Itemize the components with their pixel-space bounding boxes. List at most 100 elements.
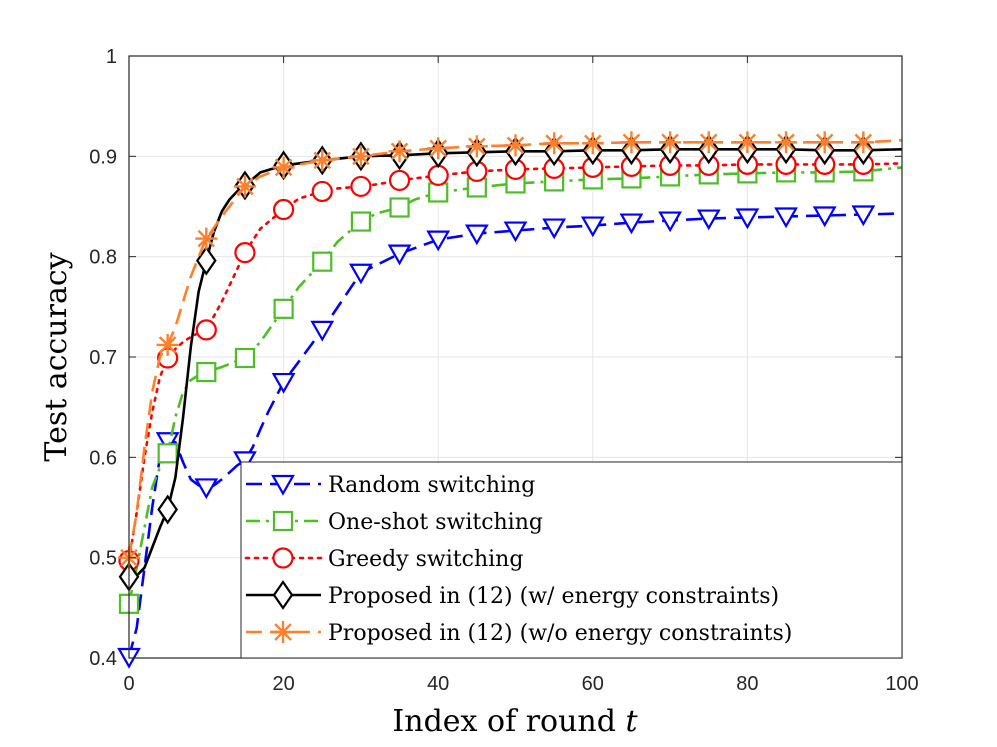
- x-tick-label: 60: [582, 673, 604, 695]
- series-marker: [387, 244, 412, 266]
- series-marker: [350, 211, 371, 232]
- series-marker: [349, 145, 372, 168]
- asterisk-stroke: [584, 134, 602, 153]
- series-line: [128, 148, 903, 578]
- series-marker: [388, 140, 411, 163]
- asterisk-stroke: [506, 136, 525, 155]
- series-marker: [465, 135, 488, 158]
- y-axis-label: Test accuracy: [39, 252, 74, 461]
- asterisk-stroke: [274, 158, 293, 177]
- series-marker: [273, 298, 294, 319]
- series-marker: [851, 205, 876, 227]
- series-marker: [426, 230, 451, 252]
- series-marker: [503, 221, 528, 243]
- y-tick-label: 0.4: [89, 648, 117, 670]
- asterisk-stroke: [429, 139, 447, 158]
- y-tick-label: 0.5: [89, 548, 117, 570]
- series-marker: [389, 197, 410, 218]
- asterisk-stroke: [390, 142, 409, 161]
- series-marker: [852, 131, 875, 154]
- series-marker: [813, 131, 836, 154]
- asterisk-stroke: [274, 623, 292, 641]
- legend-label: Proposed in (12) (w/ energy constraints): [328, 584, 779, 609]
- series-marker: [312, 251, 333, 272]
- x-tick-label: 80: [736, 673, 758, 695]
- series-marker: [195, 245, 217, 276]
- series-marker: [233, 175, 256, 198]
- asterisk-stroke: [236, 177, 254, 196]
- x-tick-label: 40: [427, 673, 449, 695]
- series-marker: [619, 213, 644, 235]
- series-marker: [620, 131, 643, 154]
- ticks: 0 20 40 60 80 100 0.4 0.5 0.6 0.7 0.8 0.9 1: [89, 46, 919, 695]
- x-axis-label-text: Index of round: [392, 704, 625, 739]
- series-marker: [196, 361, 217, 383]
- legend-box: [240, 461, 903, 659]
- series-marker: [697, 131, 720, 154]
- series-marker: [157, 443, 178, 464]
- series-marker: [427, 164, 449, 186]
- series-marker: [774, 207, 798, 229]
- asterisk-stroke: [854, 133, 873, 152]
- x-tick-label: 20: [272, 673, 294, 695]
- legend-label: Greedy switching: [328, 547, 523, 572]
- series-marker: [195, 319, 217, 341]
- series-marker: [775, 131, 798, 154]
- series-marker: [156, 333, 179, 356]
- asterisk-stroke: [313, 151, 332, 170]
- series-marker: [311, 149, 334, 172]
- series-marker: [812, 206, 837, 228]
- asterisk-stroke: [468, 137, 486, 156]
- series-marker: [194, 478, 219, 500]
- series-line: [127, 166, 903, 605]
- series-marker: [580, 216, 605, 238]
- legend-marker: [272, 510, 294, 532]
- series-4: [118, 131, 903, 569]
- series-marker: [157, 494, 178, 525]
- series-marker: [696, 209, 721, 231]
- series-marker: [234, 347, 256, 369]
- asterisk-stroke: [622, 133, 641, 152]
- series-marker: [349, 263, 373, 285]
- series-marker: [658, 211, 682, 233]
- series-marker: [155, 432, 180, 453]
- series-marker: [311, 180, 333, 203]
- series-marker: [234, 242, 256, 264]
- series-marker: [271, 372, 296, 394]
- asterisk-stroke: [699, 133, 718, 152]
- series-marker: [735, 208, 760, 230]
- asterisk-stroke: [661, 133, 679, 152]
- legend: Random switching One-shot switching Greedy…: [240, 461, 903, 659]
- legend-label: One-shot switching: [328, 510, 543, 535]
- y-tick-label: 0.7: [89, 347, 117, 369]
- series-marker: [195, 227, 218, 250]
- asterisk-stroke: [545, 134, 563, 153]
- y-tick-label: 0.6: [89, 447, 117, 469]
- series-marker: [428, 182, 449, 203]
- series-marker: [272, 156, 295, 179]
- series-0: [117, 205, 903, 669]
- y-tick-label: 1: [106, 46, 117, 68]
- legend-label: Random switching: [328, 473, 535, 498]
- x-axis-label: Index of round t: [392, 704, 638, 739]
- series-marker: [233, 451, 257, 473]
- series-marker: [504, 134, 527, 157]
- legend-marker: [271, 474, 295, 496]
- x-axis-label-variable: t: [626, 704, 639, 739]
- legend-label: Proposed in (12) (w/o energy constraints…: [328, 621, 792, 646]
- series-marker: [273, 198, 295, 221]
- series-marker: [464, 224, 489, 246]
- asterisk-stroke: [815, 133, 834, 152]
- series-marker: [736, 131, 759, 154]
- series-marker: [581, 132, 604, 155]
- series-2: [118, 153, 904, 572]
- legend-marker: [272, 621, 294, 643]
- x-tick-label: 100: [885, 673, 918, 695]
- series-marker: [310, 320, 335, 342]
- legend-marker: [272, 547, 294, 569]
- y-tick-label: 0.9: [89, 146, 117, 168]
- asterisk-stroke: [158, 336, 177, 354]
- series-marker: [388, 169, 411, 192]
- asterisk-stroke: [738, 133, 757, 152]
